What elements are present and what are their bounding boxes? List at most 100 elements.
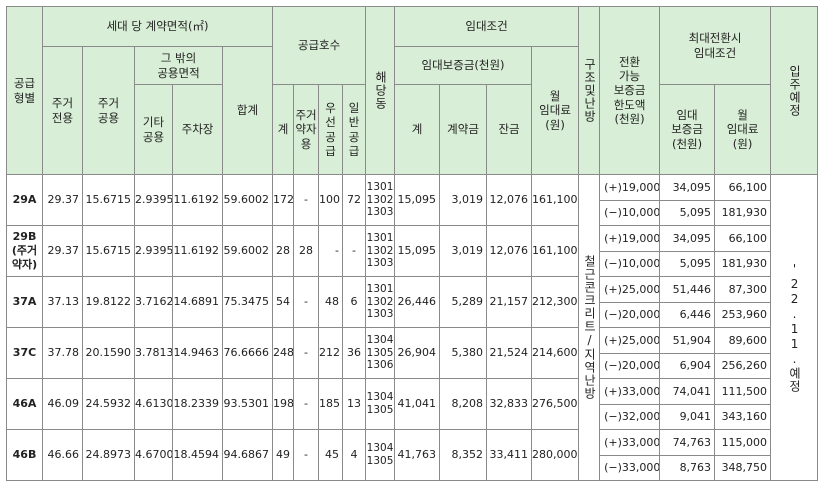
cell-deposit-contract: 3,019 (439, 174, 488, 226)
cell-monthly-rent: 212,300 (531, 276, 580, 328)
cell-other-common: 3.7162 (134, 276, 173, 328)
cell-deposit-contract: 3,019 (439, 225, 488, 277)
cell-supply-general: 36 (342, 327, 367, 379)
cell-conversion-limit: (−)20,000 (599, 353, 661, 379)
cell-max-deposit: 34,095 (659, 174, 716, 201)
cell-other-common: 3.7813 (134, 327, 173, 379)
cell-exclusive: 29.37 (42, 225, 83, 277)
cell-deposit-total: 41,763 (394, 429, 441, 481)
cell-conversion-limit: (+)25,000 (599, 276, 661, 303)
header-max-deposit: 임대 보증금 (천원) (659, 84, 716, 175)
header-supply-priority: 우 선 공 급 (318, 84, 344, 175)
cell-move-in: '22.11.예정 (770, 174, 819, 481)
cell-supply-vulnerable: - (293, 429, 320, 481)
cell-supply-general: 13 (342, 378, 367, 430)
cell-max-deposit: 8,763 (659, 455, 716, 481)
cell-supply-priority: 45 (318, 429, 344, 481)
cell-supply-vulnerable: - (293, 174, 320, 226)
lease-table-container: 공급 형별 세대 당 계약면적(㎡) 공급호수 해당동 임대조건 구조및난방 전… (6, 6, 819, 483)
lease-conditions-table: 공급 형별 세대 당 계약면적(㎡) 공급호수 해당동 임대조건 구조및난방 전… (6, 6, 819, 481)
cell-max-rent: 111,500 (714, 378, 772, 405)
table-row-sub: (−)20,000 6,904 256,260 (7, 353, 818, 379)
cell-deposit-total: 41,041 (394, 378, 441, 430)
cell-supply-priority: 48 (318, 276, 344, 328)
cell-other-common: 2.9395 (134, 225, 173, 277)
cell-dong: 1301 1302 1303 (365, 174, 396, 226)
cell-area-total: 93.5301 (221, 378, 274, 430)
cell-deposit-total: 15,095 (394, 174, 441, 226)
cell-other-common: 2.9395 (134, 174, 173, 226)
cell-conversion-limit: (−)33,000 (599, 455, 661, 481)
cell-residential-common: 20.1590 (82, 327, 135, 379)
cell-max-deposit: 5,095 (659, 251, 716, 277)
table-row: 46A 46.09 24.5932 4.6130 18.2339 93.5301 198-1… (6, 378, 818, 430)
table-row-sub: (−)32,000 9,041 343,160 (7, 404, 818, 430)
table-row-sub: (−)20,000 6,446 253,960 (7, 302, 818, 328)
header-deposit-group: 임대보증금(천원) (394, 46, 533, 85)
cell-residential-common: 24.8973 (82, 429, 135, 481)
cell-monthly-rent: 161,100 (531, 225, 580, 277)
cell-other-common: 4.6130 (134, 378, 173, 430)
header-supply-group: 공급호수 (272, 6, 367, 85)
cell-deposit-total: 15,095 (394, 225, 441, 277)
table-row-sub: (−)10,000 5,095 181,930 (7, 200, 818, 226)
header-move-in: 입주예정 (770, 6, 819, 175)
cell-max-rent: 343,160 (714, 404, 772, 430)
cell-deposit-contract: 8,208 (439, 378, 488, 430)
cell-supply-general: - (342, 225, 367, 277)
cell-supply-vulnerable: - (293, 378, 320, 430)
cell-max-deposit: 51,904 (659, 327, 716, 354)
cell-supply-general: 4 (342, 429, 367, 481)
header-max-conversion-group: 최대전환시 임대조건 (659, 6, 772, 85)
cell-supply-vulnerable: - (293, 327, 320, 379)
header-supply-general: 일 반 공 급 (342, 84, 367, 175)
cell-residential-common: 24.5932 (82, 378, 135, 430)
cell-max-rent: 87,300 (714, 276, 772, 303)
cell-conversion-limit: (+)25,000 (599, 327, 661, 354)
cell-max-rent: 115,000 (714, 429, 772, 456)
cell-monthly-rent: 276,500 (531, 378, 580, 430)
cell-dong: 1304 1305 1306 (365, 327, 396, 379)
cell-residential-common: 19.8122 (82, 276, 135, 328)
cell-max-deposit: 51,446 (659, 276, 716, 303)
header-other-common: 기타 공용 (134, 84, 173, 175)
header-dong: 해당동 (365, 6, 396, 175)
cell-exclusive: 46.09 (42, 378, 83, 430)
header-deposit-contract: 계약금 (439, 84, 488, 175)
cell-area-total: 94.6867 (221, 429, 274, 481)
cell-supply-total: 248 (272, 327, 295, 379)
cell-conversion-limit: (−)20,000 (599, 302, 661, 328)
cell-other-common: 4.6700 (134, 429, 173, 481)
header-monthly-rent: 월 임대료 (원) (531, 46, 580, 175)
cell-dong: 1304 1305 (365, 429, 396, 481)
table-row: 37C 37.78 20.1590 3.7813 14.9463 76.6666 248-2… (6, 327, 818, 379)
cell-dong: 1301 1302 1303 (365, 225, 396, 277)
cell-supply-vulnerable: 28 (293, 225, 320, 277)
cell-exclusive: 37.13 (42, 276, 83, 328)
cell-supply-general: 72 (342, 174, 367, 226)
cell-conversion-limit: (+)19,000 (599, 225, 661, 252)
cell-supply-general: 6 (342, 276, 367, 328)
cell-conversion-limit: (+)19,000 (599, 174, 661, 201)
cell-max-rent: 66,100 (714, 174, 772, 201)
cell-deposit-balance: 33,411 (486, 429, 533, 481)
cell-deposit-contract: 5,289 (439, 276, 488, 328)
cell-max-rent: 66,100 (714, 225, 772, 252)
cell-deposit-contract: 8,352 (439, 429, 488, 481)
cell-type: 29B (주거 약자) (6, 225, 43, 277)
cell-structure: 철근콘크리트/지역난방 (578, 174, 601, 481)
header-max-rent: 월 임대료 (원) (714, 84, 772, 175)
header-supply-total: 계 (272, 84, 295, 175)
cell-max-deposit: 5,095 (659, 200, 716, 226)
cell-max-rent: 181,930 (714, 251, 772, 277)
cell-conversion-limit: (−)32,000 (599, 404, 661, 430)
cell-monthly-rent: 214,600 (531, 327, 580, 379)
cell-exclusive: 46.66 (42, 429, 83, 481)
cell-exclusive: 37.78 (42, 327, 83, 379)
header-area-group: 세대 당 계약면적(㎡) (41, 6, 274, 47)
cell-monthly-rent: 280,000 (531, 429, 580, 481)
cell-conversion-limit: (−)10,000 (599, 251, 661, 277)
cell-deposit-balance: 32,833 (486, 378, 533, 430)
cell-max-rent: 181,930 (714, 200, 772, 226)
cell-conversion-limit: (+)33,000 (599, 378, 661, 405)
